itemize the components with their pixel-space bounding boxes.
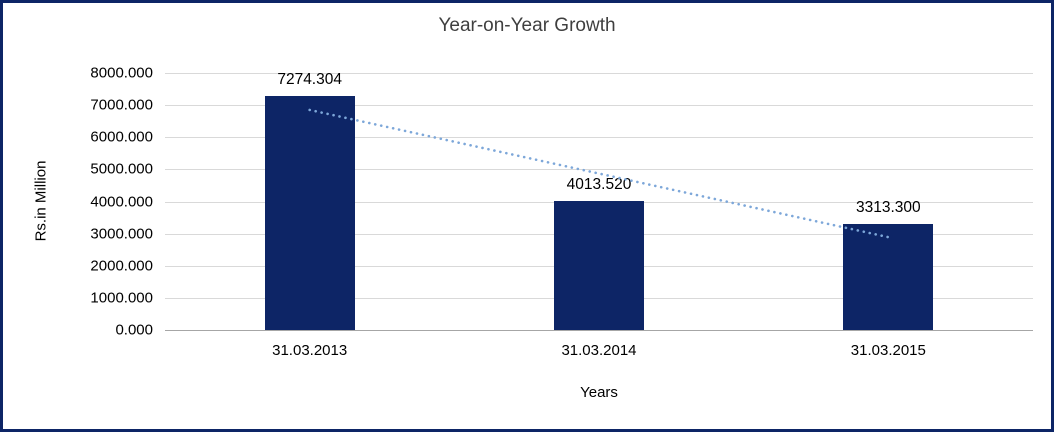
bar-data-label: 3313.300 xyxy=(856,198,921,216)
y-tick-label: 0.000 xyxy=(115,321,153,339)
chart-title: Year-on-Year Growth xyxy=(438,15,616,36)
y-tick-label: 8000.000 xyxy=(90,64,153,82)
y-tick-label: 6000.000 xyxy=(90,128,153,146)
bar-31.03.2013 xyxy=(264,96,355,330)
y-axis-ticks: 0.000 1000.000 2000.000 3000.000 4000.000 500… xyxy=(3,65,153,339)
bar-data-label: 4013.520 xyxy=(566,176,632,194)
y-tick-label: 2000.000 xyxy=(90,257,153,275)
bar-data-label: 7274.304 xyxy=(277,71,342,89)
y-tick-label: 5000.000 xyxy=(90,160,153,178)
plot-area: 7274.304 4013.520 3313.300 xyxy=(165,71,1033,331)
gridline xyxy=(165,105,1033,107)
y-tick-label: 4000.000 xyxy=(90,193,153,210)
x-category-label: 31.03.2013 xyxy=(272,342,348,359)
y-tick-label: 3000.000 xyxy=(90,225,153,243)
y-tick-label: 7000.000 xyxy=(90,96,153,114)
x-category-label: 31.03.2014 xyxy=(561,342,637,359)
x-category-label: 31.03.2015 xyxy=(850,342,926,359)
y-tick-label: 1000.000 xyxy=(90,289,153,307)
gridline xyxy=(165,73,1033,74)
bar-31.03.2014 xyxy=(554,201,644,330)
bar-31.03.2015 xyxy=(843,223,934,330)
x-axis-categories: 31.03.2013 31.03.2014 31.03.2015 xyxy=(165,342,1033,359)
x-axis-title: Years xyxy=(580,384,618,401)
